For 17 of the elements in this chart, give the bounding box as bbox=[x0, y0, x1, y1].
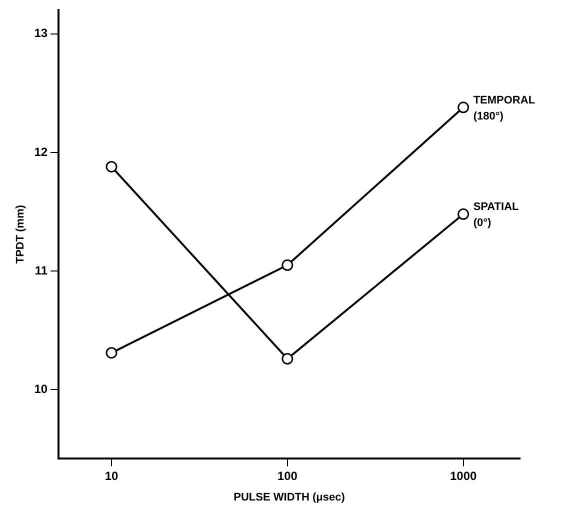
point bbox=[282, 259, 294, 271]
x-axis-title: PULSE WIDTH (μsec) bbox=[234, 491, 346, 504]
y-tick-label: 11 bbox=[34, 263, 48, 278]
series-label: SPATIAL (0°) bbox=[473, 201, 520, 230]
series-label: TEMPORAL (180°) bbox=[473, 94, 536, 122]
point bbox=[106, 347, 118, 359]
y-axis-title: TPDT (mm) bbox=[14, 204, 27, 264]
x-tick-label: 10 bbox=[104, 468, 118, 483]
y-tick-label: 12 bbox=[34, 144, 48, 159]
y-tick-label: 10 bbox=[34, 382, 48, 396]
point bbox=[458, 208, 470, 220]
point bbox=[106, 160, 118, 172]
point bbox=[282, 353, 294, 365]
x-tick-label: 1000 bbox=[450, 468, 477, 483]
y-tick-label: 13 bbox=[34, 26, 48, 40]
point bbox=[458, 102, 470, 114]
x-tick-label: 100 bbox=[277, 468, 298, 483]
